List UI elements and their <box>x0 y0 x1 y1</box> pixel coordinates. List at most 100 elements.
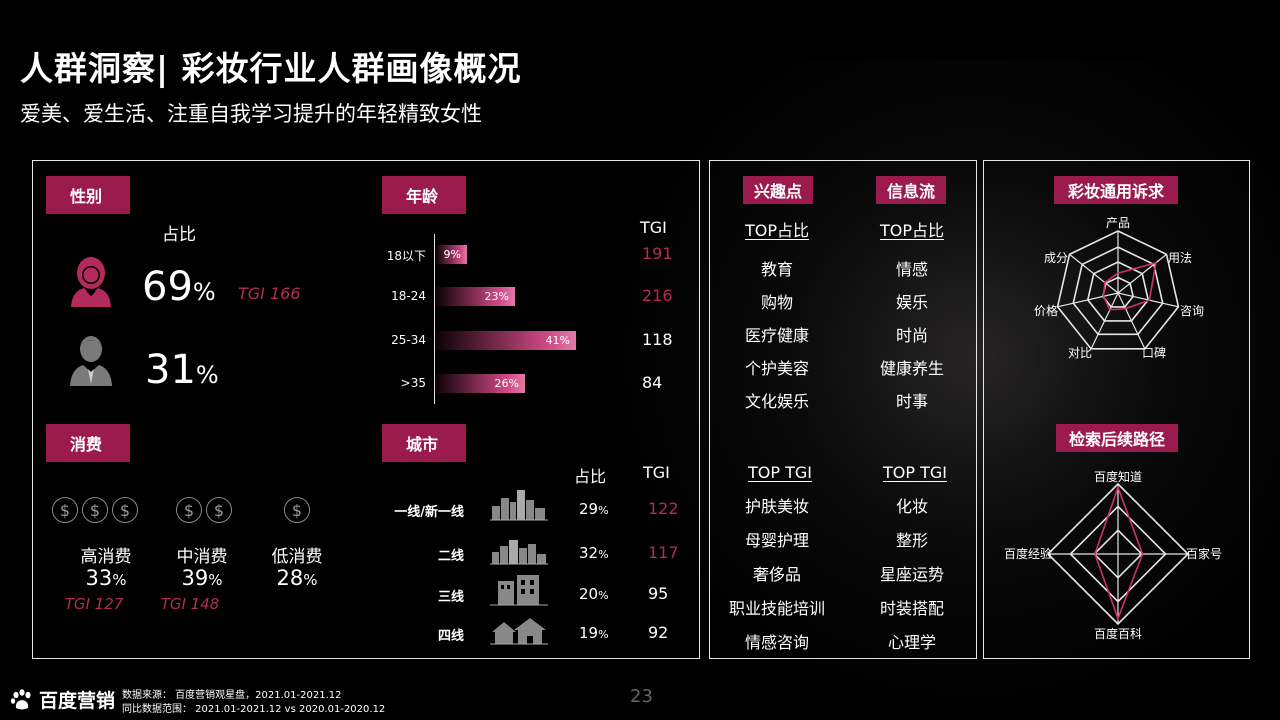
city-label: 三线 <box>437 590 464 605</box>
baidu-logo-text: 百度营销 <box>39 690 116 712</box>
city-label: 四线 <box>437 629 464 644</box>
appeal-tag: 彩妆通用诉求 <box>1054 176 1178 204</box>
female-share-value: 69 <box>142 264 193 310</box>
interest-item: 时事 <box>895 392 928 411</box>
city-label: 二线 <box>437 549 464 564</box>
dollar-coin-icon: $ <box>52 497 78 523</box>
spend-share: 39% <box>142 566 262 590</box>
age-bar: 23% <box>436 287 515 306</box>
city-share-unit: % <box>598 589 609 602</box>
interest-item: 文化娱乐 <box>744 392 809 411</box>
appeal-axis-line <box>1057 292 1119 308</box>
city-share: 19% <box>579 624 609 642</box>
appeal-axis-line <box>1117 253 1167 294</box>
skyline-icon <box>490 540 548 565</box>
feed-tag-label: 信息流 <box>886 182 935 201</box>
interest-item: 心理学 <box>887 633 936 652</box>
interest-item: 医疗健康 <box>744 326 809 345</box>
appeal-axis-label: 口碑 <box>1142 345 1166 360</box>
age-bar-value: 26% <box>494 377 519 390</box>
age-bar: 26% <box>436 374 525 393</box>
city-tgi: 122 <box>648 499 679 518</box>
demographics-panel <box>32 160 700 659</box>
interests-top-tgi-header: TOP TGI <box>748 463 812 482</box>
interest-item: 个护美容 <box>744 359 809 378</box>
age-label: >35 <box>400 376 426 390</box>
interest-item: 奢侈品 <box>752 565 801 584</box>
interest-item: 健康养生 <box>879 359 944 378</box>
interest-item: 时装搭配 <box>879 599 944 618</box>
spend-label: 高消费 <box>80 547 132 567</box>
city-share-unit: % <box>598 628 609 641</box>
age-label: 25-34 <box>391 333 426 347</box>
interest-item: 购物 <box>760 293 793 312</box>
female-share: 69% <box>142 264 216 310</box>
path-axis-label: 百度经验 <box>1004 546 1052 561</box>
spend-share-unit: % <box>208 571 223 589</box>
city-tag-label: 城市 <box>406 435 439 454</box>
age-tgi: 84 <box>642 373 663 392</box>
spend-share-value: 28 <box>276 566 304 590</box>
interest-tag: 兴趣点 <box>743 176 813 204</box>
spend-tag: 消费 <box>46 424 130 462</box>
page-number: 23 <box>630 686 653 707</box>
paw-icon <box>10 688 31 709</box>
interest-item: 职业技能培训 <box>728 599 825 618</box>
page-subtitle: 爱美、爱生活、注重自我学习提升的年轻精致女性 <box>20 102 482 126</box>
appeals-panel <box>983 160 1250 659</box>
female-user-icon <box>71 257 111 307</box>
interests-top-share-header: TOP占比 <box>744 221 810 240</box>
city-share-value: 32 <box>579 544 599 562</box>
feed-tag: 信息流 <box>876 176 946 204</box>
path-axis-label: 百家号 <box>1186 546 1222 561</box>
age-tgi: 118 <box>642 330 673 349</box>
appeal-axis-label: 用法 <box>1168 251 1192 265</box>
spend-tgi: TGI 127 <box>64 595 124 613</box>
dollar-coin-icon: $ <box>176 497 202 523</box>
spend-share-value: 33 <box>85 566 113 590</box>
interest-item: 护肤美妆 <box>744 497 809 516</box>
city-tag: 城市 <box>382 424 466 462</box>
spend-tgi: TGI 148 <box>160 595 220 613</box>
path-series-line <box>1094 485 1144 621</box>
skyline-icon <box>490 490 548 521</box>
data-source-line-1: 数据来源： 百度营销观星盘，2021.01-2021.12 <box>122 690 342 701</box>
age-axis-line <box>434 234 435 404</box>
interest-item: 母婴护理 <box>744 531 809 550</box>
spend-share-unit: % <box>112 571 127 589</box>
appeal-axis-line <box>1069 253 1119 294</box>
male-user-icon <box>70 336 112 386</box>
age-tgi: 191 <box>642 244 673 263</box>
city-tgi: 92 <box>648 623 669 642</box>
spend-label: 低消费 <box>271 547 323 567</box>
city-share: 32% <box>579 544 609 562</box>
city-tgi: 117 <box>648 543 679 562</box>
age-tag-label: 年龄 <box>406 187 439 206</box>
spend-share: 28% <box>237 566 357 590</box>
spend-tag-label: 消费 <box>70 435 103 454</box>
interest-item: 化妆 <box>895 497 928 516</box>
age-tgi: 216 <box>642 286 673 305</box>
male-share-unit: % <box>195 361 219 389</box>
building-icon <box>490 575 548 606</box>
city-tgi-header: TGI <box>643 463 670 482</box>
interest-tag-label: 兴趣点 <box>753 182 802 201</box>
city-share: 20% <box>579 585 609 603</box>
female-share-unit: % <box>192 278 216 306</box>
gender-share-header: 占比 <box>162 225 196 245</box>
city-share-header: 占比 <box>574 467 607 486</box>
houses-icon <box>490 618 548 645</box>
path-tag: 检索后续路径 <box>1056 424 1178 452</box>
appeal-grid-ring <box>1056 230 1180 350</box>
age-label: 18以下 <box>386 249 426 263</box>
appeal-axis-label: 产品 <box>1106 216 1130 230</box>
dollar-coin-icon: $ <box>206 497 232 523</box>
city-share-value: 29 <box>579 500 599 518</box>
feed-top-tgi-header: TOP TGI <box>883 463 947 482</box>
gender-tag-label: 性别 <box>70 187 103 206</box>
interest-item: 情感 <box>895 260 928 279</box>
spend-share-value: 39 <box>181 566 209 590</box>
appeal-axis-label: 成分 <box>1044 251 1068 265</box>
city-share-value: 20 <box>579 585 599 603</box>
